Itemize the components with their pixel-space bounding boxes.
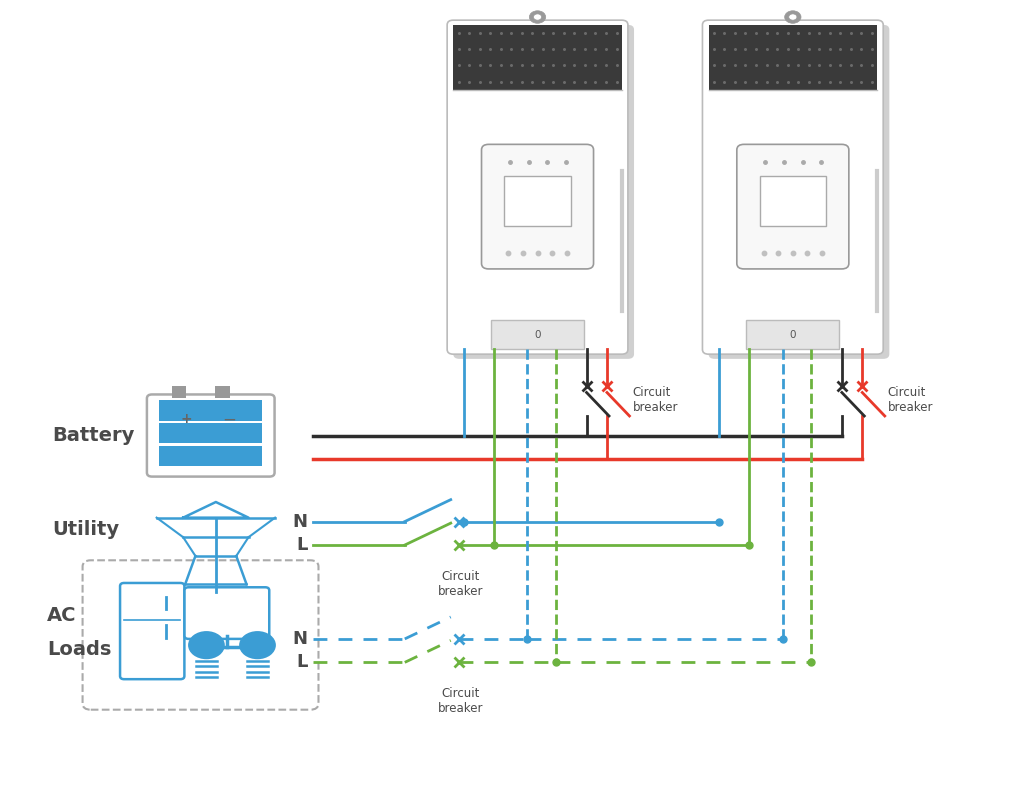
Bar xyxy=(504,176,570,226)
Bar xyxy=(172,386,186,398)
FancyBboxPatch shape xyxy=(454,25,634,359)
Bar xyxy=(159,423,262,444)
Bar xyxy=(760,176,826,226)
Text: 0: 0 xyxy=(535,330,541,340)
Text: Battery: Battery xyxy=(52,426,135,445)
Circle shape xyxy=(788,14,797,20)
Text: L: L xyxy=(296,536,308,554)
Text: AC: AC xyxy=(47,606,77,625)
Circle shape xyxy=(529,11,546,24)
FancyBboxPatch shape xyxy=(447,20,628,354)
Text: N: N xyxy=(293,630,308,648)
Text: Circuit
breaker: Circuit breaker xyxy=(633,386,678,414)
Bar xyxy=(215,386,229,398)
Text: Circuit
breaker: Circuit breaker xyxy=(438,570,483,598)
FancyBboxPatch shape xyxy=(120,583,184,679)
Text: 0: 0 xyxy=(790,330,796,340)
FancyBboxPatch shape xyxy=(184,587,269,639)
Bar xyxy=(746,320,840,349)
Text: L: L xyxy=(296,653,308,671)
Text: N: N xyxy=(293,513,308,531)
Circle shape xyxy=(784,11,801,24)
FancyBboxPatch shape xyxy=(481,144,594,269)
Text: Utility: Utility xyxy=(52,520,120,539)
FancyBboxPatch shape xyxy=(737,144,849,269)
Circle shape xyxy=(240,631,275,659)
Bar xyxy=(709,25,878,89)
FancyBboxPatch shape xyxy=(709,25,889,359)
FancyBboxPatch shape xyxy=(146,394,274,476)
Text: Circuit
breaker: Circuit breaker xyxy=(438,688,483,715)
Text: Loads: Loads xyxy=(47,640,112,659)
Bar xyxy=(492,320,584,349)
FancyBboxPatch shape xyxy=(83,560,318,710)
Text: −: − xyxy=(222,411,237,428)
Bar xyxy=(159,400,262,421)
Text: +: + xyxy=(180,412,191,426)
Circle shape xyxy=(534,14,542,20)
Bar xyxy=(454,25,622,89)
Bar xyxy=(159,446,262,466)
FancyBboxPatch shape xyxy=(702,20,884,354)
Circle shape xyxy=(188,631,225,659)
Text: Circuit
breaker: Circuit breaker xyxy=(888,386,933,414)
